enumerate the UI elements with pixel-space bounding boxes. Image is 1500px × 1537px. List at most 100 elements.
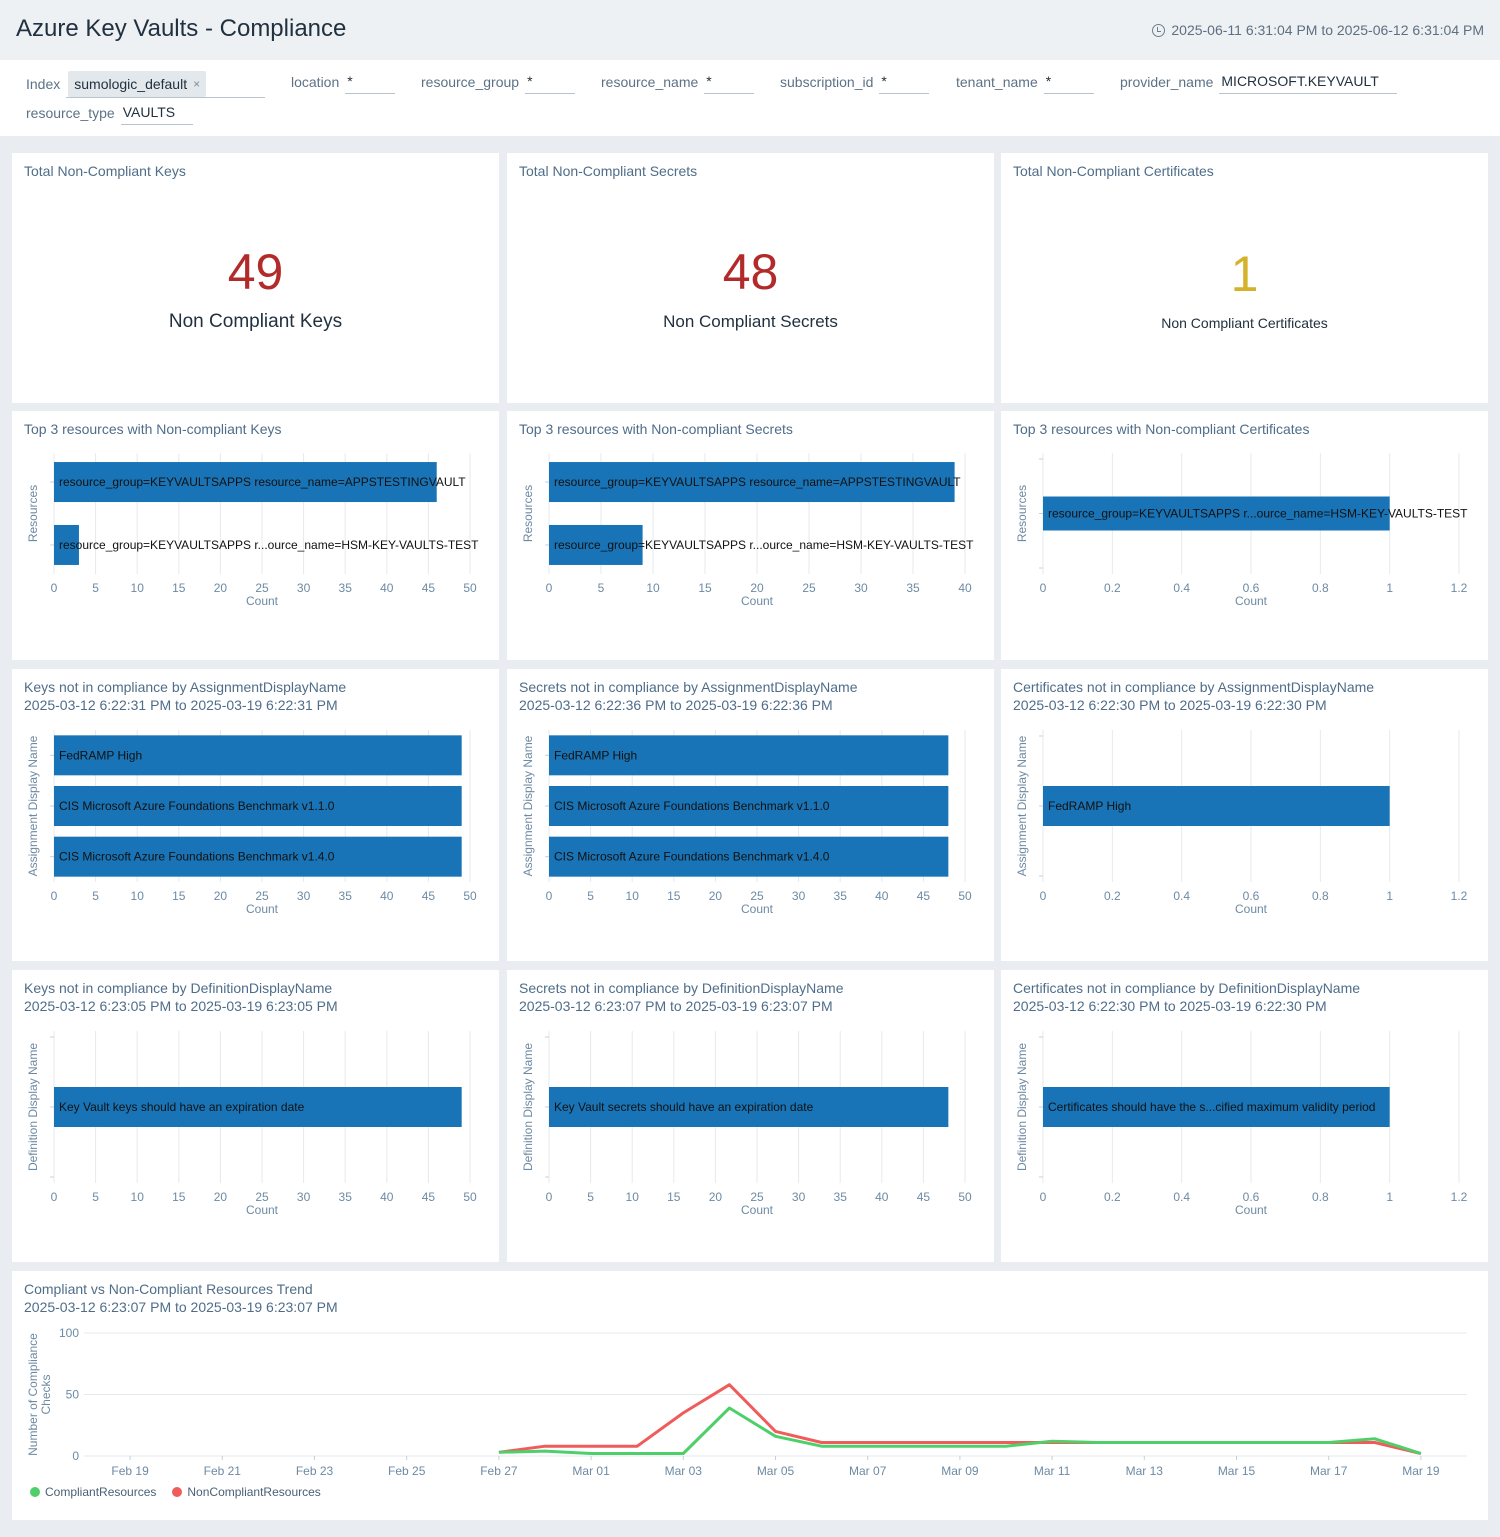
chart-title: Secrets not in compliance by DefinitionD…	[519, 980, 844, 996]
subscription-id-input[interactable]: *	[879, 70, 930, 94]
x-tick-label: 20	[214, 581, 228, 595]
legend-label: CompliantResources	[45, 1485, 157, 1499]
x-tick-label: 25	[255, 581, 269, 595]
legend-item-noncompliant[interactable]: NonCompliantResources	[172, 1485, 321, 1499]
legend-item-compliant[interactable]: CompliantResources	[30, 1485, 156, 1499]
x-tick-label: 0.2	[1104, 581, 1121, 595]
provider-name-input[interactable]: MICROSOFT.KEYVAULT	[1219, 70, 1398, 94]
x-tick-label: 5	[587, 1190, 594, 1204]
panel-secrets-by-definition: Secrets not in compliance by DefinitionD…	[507, 970, 994, 1262]
x-tick-label: 1	[1386, 581, 1393, 595]
x-tick-label: 0.2	[1104, 889, 1121, 903]
secrets-by-definition-bar-chart: 0 5 10 15 20 25 30 35 40 45 50 Count Definition Disp…	[521, 1031, 972, 1217]
x-tick-label: 10	[646, 581, 660, 595]
x-tick-label: 15	[667, 889, 681, 903]
filter-index: Index sumologic_default ×	[26, 69, 266, 98]
bar	[549, 1087, 949, 1127]
filter-resource-type: resource_type VAULTS	[26, 101, 193, 125]
x-tick-label: Mar 15	[1218, 1464, 1256, 1478]
y-axis-label: Definition Display Name	[26, 1043, 40, 1171]
x-tick-label: 5	[92, 581, 99, 595]
secrets-by-assignment-bar-chart: 0 5 10 15 20 25 30 35 40 45 50 Count Assignment Disp…	[521, 730, 972, 916]
chart-subtitle: 2025-03-12 6:23:05 PM to 2025-03-19 6:23…	[24, 998, 338, 1014]
x-tick-label: 5	[587, 889, 594, 903]
bar-label: FedRAMP High	[1048, 799, 1131, 813]
x-tick-label: 0.6	[1243, 581, 1260, 595]
panel-secrets-by-assignment: Secrets not in compliance by AssignmentD…	[507, 669, 994, 961]
x-tick-label: 10	[131, 889, 145, 903]
x-axis-label: Count	[1235, 902, 1268, 916]
x-tick-label: 50	[463, 581, 477, 595]
panel-title: Total Non-Compliant Secrets	[519, 163, 698, 179]
y-axis-label: Definition Display Name	[1015, 1043, 1029, 1171]
resource-name-input[interactable]: *	[704, 70, 755, 94]
x-tick-label: 0.6	[1243, 889, 1260, 903]
x-tick-label: 45	[422, 889, 436, 903]
panel-total-noncompliant-secrets: Total Non-Compliant Secrets 48 Non Compl…	[507, 153, 994, 403]
x-tick-label: Mar 05	[757, 1464, 795, 1478]
x-tick-label: Feb 21	[204, 1464, 242, 1478]
x-tick-label: 40	[380, 889, 394, 903]
bar-label: CIS Microsoft Azure Foundations Benchmar…	[554, 799, 830, 813]
filter-bar: Index sumologic_default × location * reso…	[0, 60, 1500, 136]
y-tick-label: 0	[72, 1449, 79, 1463]
chart-subtitle: 2025-03-12 6:22:30 PM to 2025-03-19 6:22…	[1013, 998, 1327, 1014]
bar	[54, 524, 79, 565]
x-tick-label: 25	[802, 581, 816, 595]
bar	[54, 1087, 462, 1127]
resource-group-input[interactable]: *	[525, 70, 576, 94]
time-range-picker[interactable]: 2025-06-11 6:31:04 PM to 2025-06-12 6:31…	[1152, 22, 1484, 38]
bar	[549, 786, 949, 826]
chart-subtitle: 2025-03-12 6:23:07 PM to 2025-03-19 6:23…	[519, 998, 833, 1014]
x-tick-label: 35	[834, 1190, 848, 1204]
panel-keys-by-assignment: Keys not in compliance by AssignmentDisp…	[12, 669, 499, 961]
dashboard-header: Azure Key Vaults - Compliance 2025-06-11…	[0, 0, 1500, 60]
series-line	[498, 1406, 1422, 1455]
x-tick-label: 15	[172, 1190, 186, 1204]
x-tick-label: 20	[709, 1190, 723, 1204]
panel-top3-certificates: Top 3 resources with Non-compliant Certi…	[1001, 411, 1488, 660]
location-input[interactable]: *	[345, 70, 396, 94]
x-tick-label: 0.6	[1243, 1190, 1260, 1204]
panel-title: Secrets not in compliance by DefinitionD…	[519, 979, 843, 1015]
panel-title: Top 3 resources with Non-compliant Secre…	[519, 421, 793, 437]
bar	[54, 735, 462, 776]
bar-label: FedRAMP High	[554, 748, 637, 762]
index-input[interactable]: sumologic_default ×	[66, 69, 266, 98]
keys-by-definition-bar-chart: 0 5 10 15 20 25 30 35 40 45 50 Count Definition Disp…	[26, 1031, 477, 1217]
bar-label: FedRAMP High	[59, 748, 142, 762]
bar	[1043, 496, 1390, 531]
x-tick-label: 35	[906, 581, 920, 595]
single-value: 48	[722, 244, 779, 300]
tenant-name-input[interactable]: *	[1043, 70, 1094, 94]
chart-legend: CompliantResources NonCompliantResources	[30, 1485, 321, 1499]
x-tick-label: 30	[297, 581, 311, 595]
x-tick-label: 30	[297, 889, 311, 903]
x-tick-label: 25	[255, 1190, 269, 1204]
x-tick-label: 40	[875, 1190, 889, 1204]
resource-type-input[interactable]: VAULTS	[120, 101, 193, 125]
x-tick-label: 0	[546, 1190, 553, 1204]
panel-top3-keys: Top 3 resources with Non-compliant Keys …	[12, 411, 499, 660]
x-tick-label: 50	[958, 1190, 972, 1204]
bar	[549, 836, 949, 877]
x-tick-label: 1	[1386, 889, 1393, 903]
compliance-trend-line-chart: 0 50 100 Number of ComplianceChecks Feb 19 Fe…	[26, 1326, 1467, 1478]
x-axis-label: Count	[741, 1203, 774, 1217]
panel-total-noncompliant-certificates: Total Non-Compliant Certificates 1 Non C…	[1001, 153, 1488, 403]
x-tick-label: 0.8	[1312, 889, 1329, 903]
x-axis-label: Count	[246, 594, 279, 608]
page-title: Azure Key Vaults - Compliance	[16, 15, 347, 42]
y-tick-label: 100	[59, 1326, 79, 1340]
x-tick-label: Mar 17	[1310, 1464, 1348, 1478]
x-tick-label: 50	[463, 1190, 477, 1204]
x-tick-label: 5	[92, 889, 99, 903]
single-value-subtitle: Non Compliant Secrets	[663, 312, 838, 331]
x-tick-label: 25	[750, 889, 764, 903]
close-icon[interactable]: ×	[193, 77, 201, 91]
x-tick-label: 10	[131, 581, 145, 595]
x-tick-label: 1.2	[1451, 581, 1468, 595]
x-axis-label: Count	[741, 594, 774, 608]
legend-marker	[30, 1487, 40, 1497]
y-axis-label: Resources	[521, 485, 535, 542]
